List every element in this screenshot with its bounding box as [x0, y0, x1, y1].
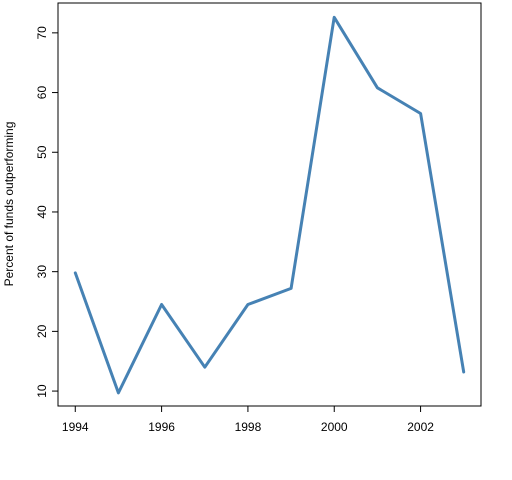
x-tick-label: 1994 [62, 420, 89, 434]
x-tick-label: 1998 [235, 420, 262, 434]
y-tick-label: 70 [35, 26, 49, 40]
x-axis: 1994 1996 1998 2000 2002 [62, 406, 434, 434]
y-tick-label: 20 [35, 324, 49, 338]
x-tick-label: 1996 [148, 420, 175, 434]
plot-frame [57, 2, 482, 407]
y-tick-label: 60 [35, 86, 49, 100]
y-tick-label: 50 [35, 145, 49, 159]
series-line [73, 15, 466, 395]
y-tick-label: 10 [35, 384, 49, 398]
y-axis: 10 20 30 40 50 60 70 [35, 26, 58, 398]
y-axis-label: Percent of funds outperforming [2, 122, 16, 287]
y-tick-label: 40 [35, 205, 49, 219]
x-tick-label: 2000 [321, 420, 348, 434]
x-tick-label: 2002 [407, 420, 434, 434]
y-tick-label: 30 [35, 265, 49, 279]
